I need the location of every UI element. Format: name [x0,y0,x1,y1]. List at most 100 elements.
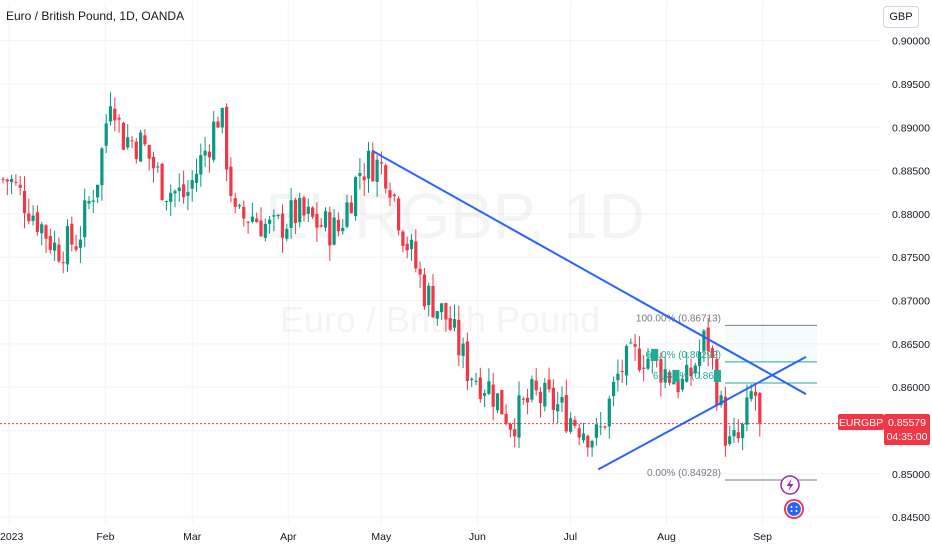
candle-body [130,140,134,142]
candle-body [491,384,495,407]
candle-body [160,163,164,201]
candle-body [53,242,57,251]
x-tick-label: Jul [564,531,577,543]
candle-body [685,364,689,382]
candle-body [255,218,259,223]
candle-body [616,373,620,381]
candle-body [607,398,611,427]
candle-body [44,225,48,239]
candle-body [461,343,465,356]
candle-body [452,319,457,328]
candle-body [564,395,568,432]
candle-body [332,217,336,245]
y-tick-label: 0.84500 [892,512,930,524]
candle-body [710,348,715,358]
lightning-bolt-icon[interactable] [780,475,800,495]
candle-body [164,200,168,202]
candle-body [551,387,555,410]
candle-body [336,219,340,232]
candle-body [663,369,667,383]
candle-body [212,121,216,160]
candle-body [521,398,525,400]
candle-body [246,221,250,223]
candle-body [18,184,22,188]
candle-body [534,380,538,391]
candle-body [14,181,18,183]
candle-body [31,215,35,221]
candle-body [646,358,650,369]
candle-body [384,165,388,189]
x-tick-label: Apr [280,531,297,543]
candle-body [397,198,401,231]
trendline[interactable] [597,355,807,471]
candle-body [341,227,345,232]
candle-body [139,132,143,162]
candle-body [633,344,637,347]
calendar-events-icon[interactable] [784,499,804,519]
candle-body [40,224,44,234]
candle-body [117,117,121,120]
trendline[interactable] [371,149,807,395]
candle-body [693,365,697,374]
candle-body [422,274,426,307]
candle-body [556,404,560,412]
candle-body [569,418,573,432]
candle-body [603,426,607,428]
candle-body [547,379,551,390]
candle-body [736,432,740,439]
candle-body [113,108,117,121]
candle-body [435,310,439,319]
candle-body [500,389,504,415]
price-badge-bg [884,414,930,445]
candle-body [702,330,706,351]
candle-body [151,156,156,169]
candle-body [698,352,702,367]
currency-button[interactable]: GBP [883,6,919,28]
fib-zone [725,325,817,362]
x-tick-label: Sep [753,531,772,543]
y-tick-label: 0.88000 [892,209,930,221]
price-badge: EURGBP 0.85579 04:35:00 [838,414,930,445]
candle-body [543,382,547,407]
candle-body [427,285,431,305]
candle-body [495,393,500,411]
y-tick-label: 0.87000 [892,296,930,308]
candle-body [590,440,594,448]
y-tick-label: 0.85000 [892,469,930,481]
candle-body [732,430,736,437]
candle-body [272,215,276,217]
candle-body [27,213,31,222]
candle-body [689,367,693,377]
candle-body [263,223,267,238]
candle-body [259,220,263,237]
y-tick-label: 0.87500 [892,252,930,264]
fib-level-label: 0.00% (0.84928) [647,468,721,479]
candle-body [530,379,534,400]
candle-body [371,152,375,182]
candle-body [199,155,203,175]
candle-body [293,199,297,223]
candle-body [104,123,108,146]
candle-body [35,212,39,233]
candle-body [268,219,272,224]
grid-lines [0,2,880,524]
candle-body [345,202,349,227]
candle-body [409,239,414,250]
chart-title: Euro / British Pound, 1D, OANDA [6,9,184,23]
candle-body [629,342,633,344]
candle-body [108,106,113,122]
candle-body [418,268,422,275]
candle-body [388,190,392,198]
candle-body [216,121,220,128]
y-tick-label: 0.89000 [892,122,930,134]
candle-body [280,213,285,238]
x-tick-label: 2023 [0,531,24,543]
y-tick-label: 0.89500 [892,79,930,91]
candle-body [10,178,14,183]
fib-level-label: 6█.0% (0.86292) [646,348,721,362]
candle-body [723,396,727,446]
candle-body [70,223,74,245]
candle-body [323,211,328,228]
candle-body [250,216,254,222]
